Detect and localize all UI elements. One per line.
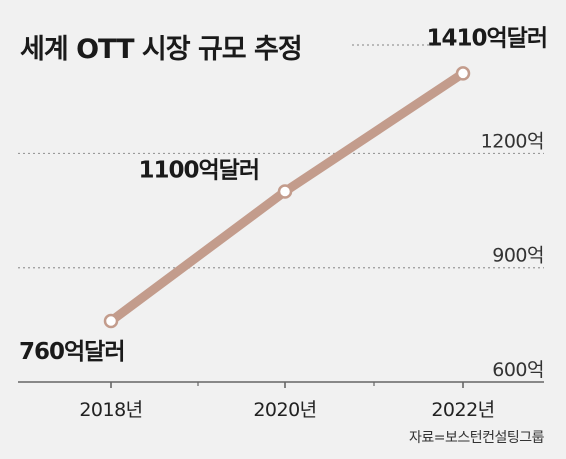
data-point — [103, 313, 119, 329]
y-tick-label: 900억 — [492, 245, 544, 267]
x-axis — [18, 381, 544, 388]
y-tick-label: 1200억 — [481, 130, 544, 152]
x-tick-label: 2018년 — [79, 399, 142, 421]
data-point — [455, 66, 471, 81]
chart-title: 세계 OTT 시장 규모 추정 — [20, 34, 302, 65]
source-note: 자료=보스턴컨설팅그룹 — [409, 430, 545, 446]
data-label: 1410억달러 — [427, 25, 548, 51]
labels: 600억 900억 1200억 2018년 2020년 2022년 760억달러 1100억달… — [19, 25, 548, 421]
data-points — [103, 66, 471, 329]
grid-lines — [18, 152, 544, 269]
x-tick-label: 2020년 — [253, 399, 316, 421]
y-tick-label: 600억 — [492, 359, 544, 381]
data-point — [277, 184, 293, 199]
x-tick-label: 2022년 — [431, 399, 494, 421]
data-label: 760억달러 — [19, 339, 125, 365]
data-label: 1100억달러 — [139, 158, 260, 184]
